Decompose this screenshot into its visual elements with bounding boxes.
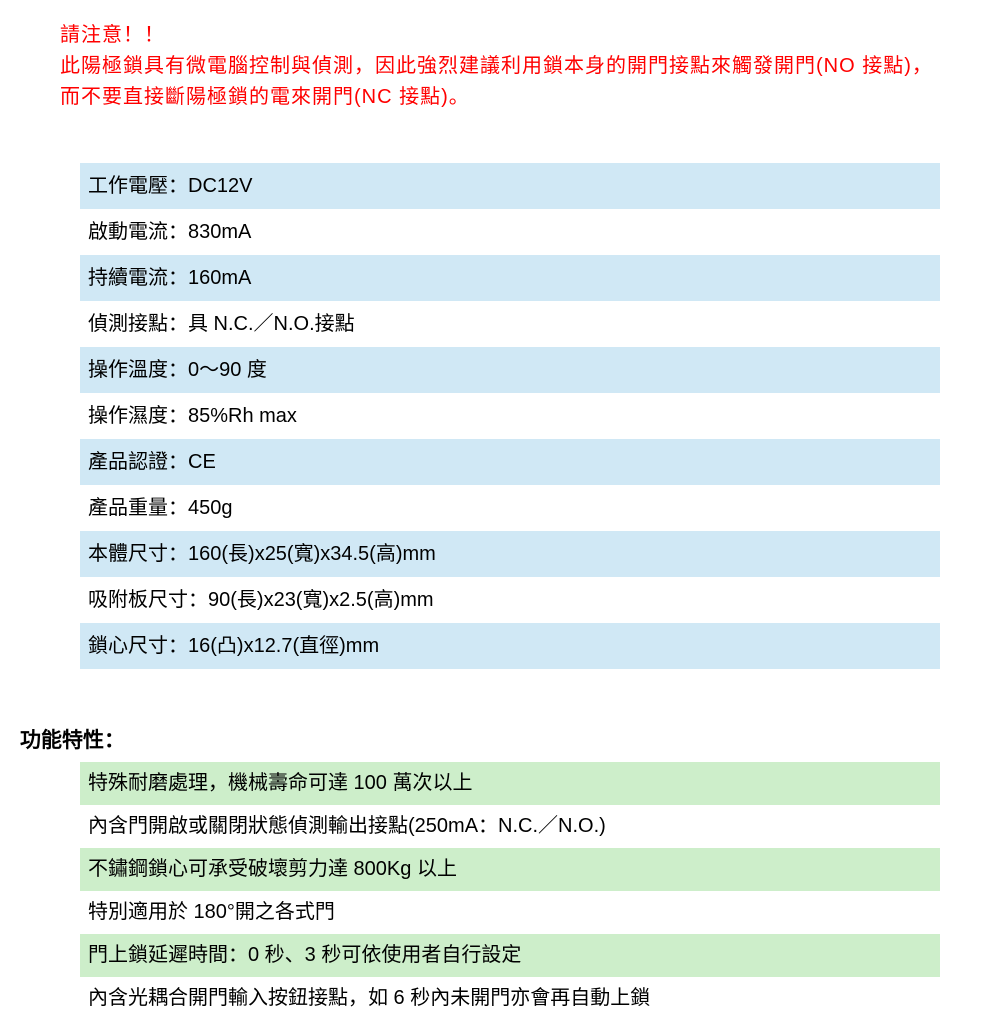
spec-row: 啟動電流：830mA bbox=[80, 209, 940, 255]
feature-row: 內含門開啟或關閉狀態偵測輸出接點(250mA：N.C.／N.O.) bbox=[80, 805, 940, 848]
warning-notice: 請注意！！ 此陽極鎖具有微電腦控制與偵測，因此強烈建議利用鎖本身的開門接點來觸發… bbox=[60, 20, 940, 113]
spec-row: 偵測接點：具 N.C.／N.O.接點 bbox=[80, 301, 940, 347]
feature-row: 門上鎖延遲時間：0 秒、3 秒可依使用者自行設定 bbox=[80, 934, 940, 977]
features-heading: 功能特性： bbox=[20, 724, 940, 754]
feature-row: 不鏽鋼鎖心可承受破壞剪力達 800Kg 以上 bbox=[80, 848, 940, 891]
spec-row: 產品認證：CE bbox=[80, 439, 940, 485]
feature-row: 特別適用於 180°開之各式門 bbox=[80, 891, 940, 934]
feature-row: 內含光耦合開門輸入按鈕接點，如 6 秒內未開門亦會再自動上鎖 bbox=[80, 977, 940, 1020]
spec-row: 本體尺寸：160(長)x25(寬)x34.5(高)mm bbox=[80, 531, 940, 577]
spec-row: 工作電壓：DC12V bbox=[80, 163, 940, 209]
spec-row: 操作濕度：85%Rh max bbox=[80, 393, 940, 439]
warning-line-2: 此陽極鎖具有微電腦控制與偵測，因此強烈建議利用鎖本身的開門接點來觸發開門(NO … bbox=[60, 51, 940, 113]
spec-row: 鎖心尺寸：16(凸)x12.7(直徑)mm bbox=[80, 623, 940, 669]
spec-row: 操作溫度：0～90 度 bbox=[80, 347, 940, 393]
spec-row: 吸附板尺寸：90(長)x23(寬)x2.5(高)mm bbox=[80, 577, 940, 623]
features-table: 特殊耐磨處理，機械壽命可達 100 萬次以上 內含門開啟或關閉狀態偵測輸出接點(… bbox=[80, 762, 940, 1020]
feature-row: 特殊耐磨處理，機械壽命可達 100 萬次以上 bbox=[80, 762, 940, 805]
specifications-table: 工作電壓：DC12V 啟動電流：830mA 持續電流：160mA 偵測接點：具 … bbox=[80, 163, 940, 669]
spec-row: 持續電流：160mA bbox=[80, 255, 940, 301]
warning-line-1: 請注意！！ bbox=[60, 20, 940, 51]
spec-row: 產品重量：450g bbox=[80, 485, 940, 531]
